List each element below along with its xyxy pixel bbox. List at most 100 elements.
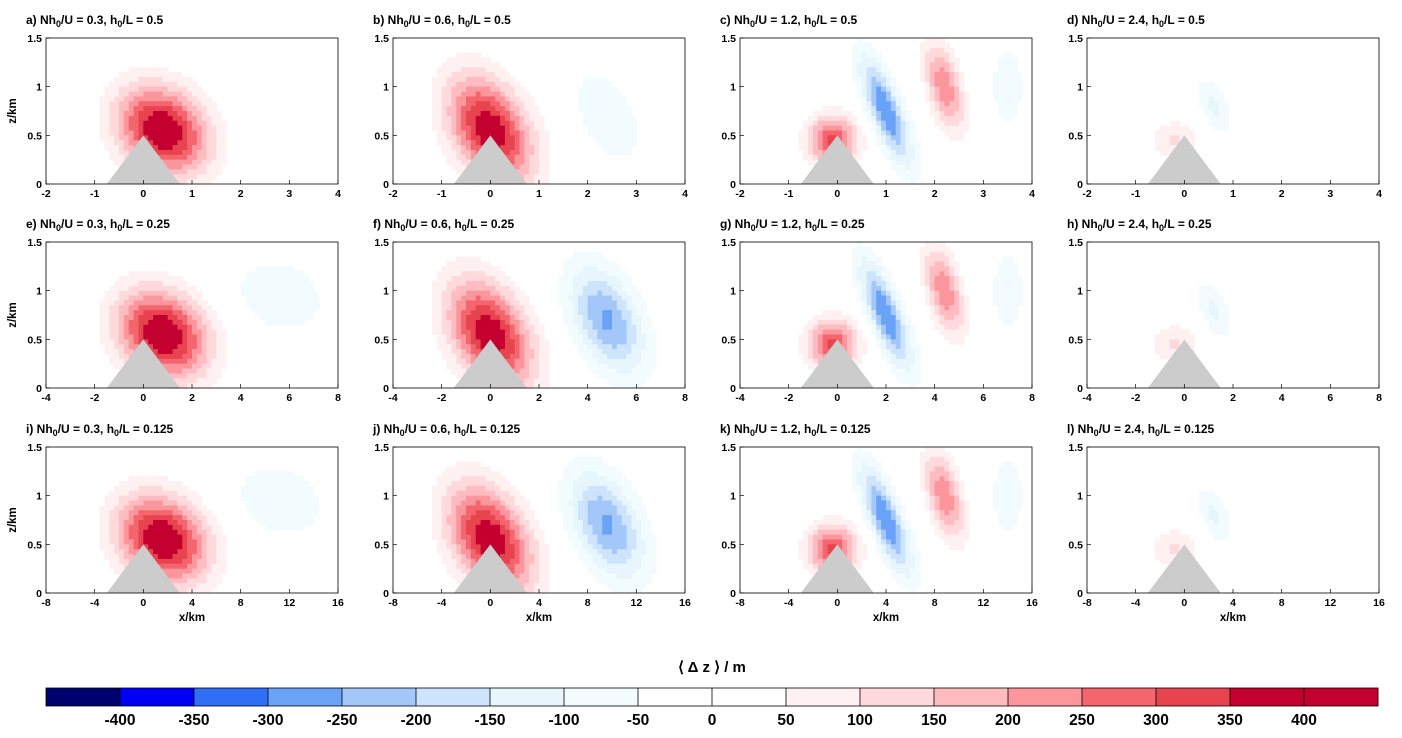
heatmap-cell: [1169, 135, 1176, 141]
heatmap-cell: [1012, 72, 1018, 78]
heatmap-cell: [123, 495, 130, 502]
heatmap-cell: [939, 42, 945, 49]
heatmap-cell: [827, 140, 834, 146]
heatmap-cell: [299, 500, 305, 506]
heatmap-cell: [876, 101, 882, 107]
heatmap-cell: [881, 76, 887, 83]
heatmap-cell: [148, 539, 154, 545]
heatmap-cell: [519, 358, 525, 365]
heatmap-cell: [187, 558, 193, 565]
heatmap-cell: [1198, 86, 1205, 93]
heatmap-cell: [534, 140, 540, 146]
heatmap-cell: [446, 280, 452, 287]
heatmap-cell: [177, 159, 183, 166]
heatmap-cell: [602, 96, 608, 102]
heatmap-cell: [485, 280, 491, 287]
heatmap-cell: [196, 315, 203, 321]
heatmap-cell: [876, 310, 882, 316]
heatmap-cell: [504, 334, 511, 340]
heatmap-cell: [206, 520, 213, 526]
heatmap-cell: [172, 524, 178, 531]
heatmap-cell: [876, 111, 882, 117]
heatmap-cell: [803, 149, 809, 156]
heatmap-cell: [167, 154, 174, 161]
heatmap-cell: [196, 300, 203, 306]
heatmap-cell: [172, 135, 178, 141]
heatmap-cell: [123, 563, 130, 570]
heatmap-cell: [827, 135, 834, 141]
heatmap-cell: [245, 481, 251, 487]
mountain: [800, 135, 874, 184]
heatmap-cell: [851, 67, 858, 73]
heatmap-cell: [587, 315, 594, 321]
heatmap-cell: [260, 495, 266, 502]
heatmap-cell: [519, 101, 525, 107]
heatmap-cell: [1007, 305, 1014, 311]
heatmap-cell: [944, 256, 950, 263]
heatmap-cell: [847, 319, 853, 326]
heatmap-cell: [206, 164, 213, 170]
heatmap-cell: [920, 72, 926, 78]
heatmap-cell: [119, 339, 125, 345]
heatmap-cell: [436, 101, 443, 107]
heatmap-cell: [1007, 276, 1014, 282]
heatmap-cell: [616, 120, 623, 127]
panel-title: g) Nh0/U = 1.2, h0/L = 0.25: [720, 217, 865, 233]
heatmap-cell: [963, 329, 970, 336]
heatmap-cell: [441, 135, 448, 141]
heatmap-cell: [582, 310, 589, 316]
heatmap-cell: [192, 588, 198, 594]
heatmap-cell: [172, 358, 178, 365]
heatmap-cell: [861, 62, 868, 68]
heatmap-cell: [1189, 130, 1195, 136]
heatmap-cell: [114, 154, 120, 161]
heatmap-cell: [621, 271, 628, 277]
heatmap-cell: [949, 276, 955, 282]
heatmap-cell: [876, 339, 882, 345]
heatmap-cell: [641, 368, 647, 374]
heatmap-cell: [114, 145, 120, 151]
heatmap-cell: [284, 266, 290, 272]
heatmap-cell: [162, 130, 169, 136]
heatmap-cell: [524, 145, 530, 151]
heatmap-cell: [861, 280, 868, 287]
heatmap-cell: [167, 353, 174, 360]
heatmap-cell: [920, 62, 926, 68]
heatmap-cell: [153, 344, 159, 350]
heatmap-cell: [577, 310, 584, 316]
heatmap-cell: [495, 324, 501, 331]
heatmap-cell: [279, 319, 286, 326]
heatmap-cell: [485, 115, 491, 122]
heatmap-cell: [582, 111, 589, 117]
heatmap-cell: [133, 490, 140, 497]
heatmap-cell: [456, 290, 462, 297]
heatmap-cell: [250, 510, 256, 516]
heatmap-cell: [441, 324, 448, 331]
heatmap-cell: [803, 329, 809, 336]
heatmap-cell: [148, 101, 154, 107]
heatmap-cell: [592, 358, 598, 365]
x-tick-label: 2: [883, 392, 889, 404]
heatmap-cell: [1164, 344, 1171, 350]
heatmap-cell: [114, 101, 120, 107]
heatmap-cell: [192, 368, 198, 374]
heatmap-cell: [289, 505, 295, 511]
heatmap-cell: [172, 368, 178, 374]
heatmap-cell: [206, 179, 213, 185]
heatmap-cell: [504, 91, 511, 97]
heatmap-cell: [206, 96, 213, 102]
heatmap-cell: [475, 76, 482, 83]
heatmap-cell: [895, 324, 902, 331]
heatmap-cell: [929, 310, 936, 316]
heatmap-cell: [128, 315, 135, 321]
heatmap-cell: [934, 319, 941, 326]
heatmap-cell: [109, 353, 115, 360]
heatmap-cell: [573, 256, 579, 263]
mountain: [106, 135, 180, 184]
heatmap-cell: [441, 81, 448, 88]
heatmap-cell: [123, 319, 130, 326]
heatmap-cell: [1002, 62, 1009, 68]
heatmap-cell: [842, 115, 848, 122]
heatmap-cell: [1184, 334, 1190, 340]
heatmap-cell: [451, 86, 457, 93]
